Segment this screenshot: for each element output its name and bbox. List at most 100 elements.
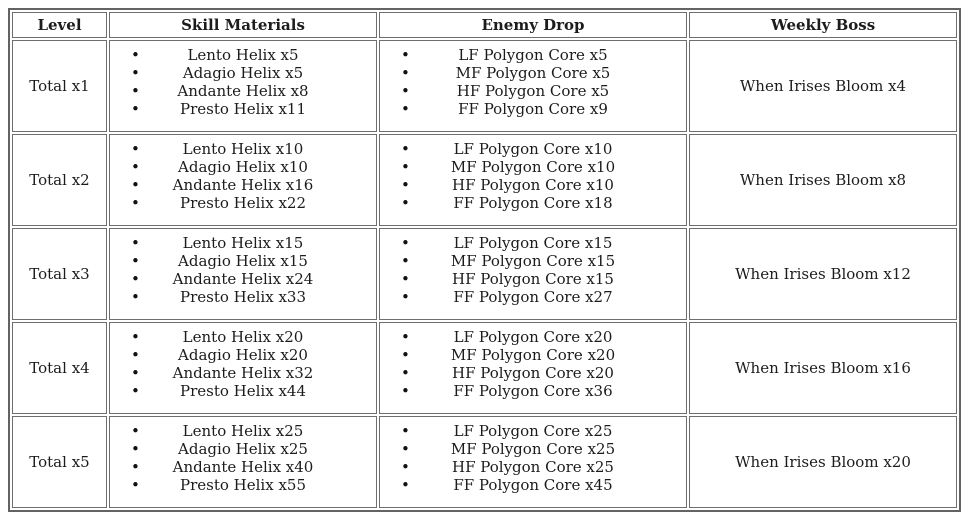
list-item-text: Andante Helix x8	[177, 82, 309, 100]
col-header-skill-materials: Skill Materials	[109, 12, 377, 38]
list-item-text: FF Polygon Core x18	[453, 194, 613, 212]
enemy-drop-list: • LF Polygon Core x15 • MF Polygon Core x1…	[381, 234, 685, 306]
skill-materials-cell: • Lento Helix x25 • Adagio Helix x25 • Anda…	[109, 416, 377, 508]
bullet-icon: •	[401, 140, 410, 158]
bullet-icon: •	[401, 194, 410, 212]
level-cell: Total x3	[12, 228, 107, 320]
list-item: • FF Polygon Core x27	[381, 288, 685, 306]
bullet-icon: •	[131, 158, 140, 176]
list-item-text: LF Polygon Core x25	[453, 422, 613, 440]
list-item-text: Lento Helix x20	[182, 328, 304, 346]
bullet-icon: •	[401, 64, 410, 82]
enemy-drop-list: • LF Polygon Core x20 • MF Polygon Core x2…	[381, 328, 685, 400]
list-item: • Adagio Helix x10	[111, 158, 375, 176]
list-item-text: LF Polygon Core x10	[453, 140, 613, 158]
list-item: • Adagio Helix x15	[111, 252, 375, 270]
list-item: • HF Polygon Core x5	[381, 82, 685, 100]
list-item-text: Lento Helix x5	[187, 46, 299, 64]
list-item-text: MF Polygon Core x25	[450, 440, 616, 458]
skill-materials-cell: • Lento Helix x10 • Adagio Helix x10 • Anda…	[109, 134, 377, 226]
list-item-text: MF Polygon Core x10	[450, 158, 616, 176]
table-row: Total x1 • Lento Helix x5 • Adagio Helix x…	[12, 40, 957, 132]
table-row: Total x4 • Lento Helix x20 • Adagio Helix …	[12, 322, 957, 414]
list-item: • LF Polygon Core x10	[381, 140, 685, 158]
bullet-icon: •	[401, 252, 410, 270]
skill-materials-list: • Lento Helix x25 • Adagio Helix x25 • Anda…	[111, 422, 375, 494]
list-item: • Presto Helix x55	[111, 476, 375, 494]
bullet-icon: •	[131, 140, 140, 158]
bullet-icon: •	[131, 176, 140, 194]
materials-table: Level Skill Materials Enemy Drop Weekly …	[8, 8, 961, 512]
header-row: Level Skill Materials Enemy Drop Weekly …	[12, 12, 957, 38]
bullet-icon: •	[131, 288, 140, 306]
col-header-weekly-boss: Weekly Boss	[689, 12, 957, 38]
bullet-icon: •	[401, 458, 410, 476]
list-item-text: FF Polygon Core x36	[453, 382, 613, 400]
list-item: • FF Polygon Core x9	[381, 100, 685, 118]
bullet-icon: •	[401, 440, 410, 458]
bullet-icon: •	[401, 234, 410, 252]
bullet-icon: •	[131, 458, 140, 476]
bullet-icon: •	[401, 422, 410, 440]
list-item: • MF Polygon Core x25	[381, 440, 685, 458]
list-item-text: Adagio Helix x5	[182, 64, 304, 82]
list-item-text: Presto Helix x44	[180, 382, 306, 400]
enemy-drop-list: • LF Polygon Core x10 • MF Polygon Core x1…	[381, 140, 685, 212]
skill-materials-list: • Lento Helix x15 • Adagio Helix x15 • Anda…	[111, 234, 375, 306]
list-item-text: FF Polygon Core x9	[458, 100, 608, 118]
weekly-boss-cell: When Irises Bloom x8	[689, 134, 957, 226]
list-item-text: Lento Helix x25	[182, 422, 304, 440]
list-item: • Adagio Helix x25	[111, 440, 375, 458]
list-item-text: Presto Helix x55	[180, 476, 306, 494]
level-cell: Total x5	[12, 416, 107, 508]
list-item: • HF Polygon Core x15	[381, 270, 685, 288]
list-item-text: Presto Helix x22	[180, 194, 306, 212]
list-item-text: MF Polygon Core x20	[450, 346, 616, 364]
list-item-text: HF Polygon Core x10	[452, 176, 614, 194]
weekly-boss-cell: When Irises Bloom x16	[689, 322, 957, 414]
bullet-icon: •	[131, 346, 140, 364]
enemy-drop-cell: • LF Polygon Core x10 • MF Polygon Core x1…	[379, 134, 687, 226]
weekly-boss-cell: When Irises Bloom x4	[689, 40, 957, 132]
list-item: • Andante Helix x8	[111, 82, 375, 100]
skill-materials-list: • Lento Helix x10 • Adagio Helix x10 • Anda…	[111, 140, 375, 212]
list-item-text: LF Polygon Core x15	[453, 234, 613, 252]
list-item: • Andante Helix x32	[111, 364, 375, 382]
list-item: • Lento Helix x20	[111, 328, 375, 346]
bullet-icon: •	[131, 82, 140, 100]
bullet-icon: •	[401, 82, 410, 100]
list-item: • Adagio Helix x5	[111, 64, 375, 82]
list-item: • FF Polygon Core x36	[381, 382, 685, 400]
bullet-icon: •	[131, 64, 140, 82]
enemy-drop-cell: • LF Polygon Core x5 • MF Polygon Core x5 …	[379, 40, 687, 132]
list-item-text: HF Polygon Core x15	[452, 270, 614, 288]
list-item: • Presto Helix x33	[111, 288, 375, 306]
weekly-boss-cell: When Irises Bloom x12	[689, 228, 957, 320]
bullet-icon: •	[131, 234, 140, 252]
list-item-text: LF Polygon Core x20	[453, 328, 613, 346]
list-item: • Lento Helix x25	[111, 422, 375, 440]
enemy-drop-list: • LF Polygon Core x5 • MF Polygon Core x5 …	[381, 46, 685, 118]
bullet-icon: •	[401, 176, 410, 194]
list-item-text: Presto Helix x11	[180, 100, 306, 118]
list-item-text: Lento Helix x15	[182, 234, 304, 252]
list-item: • Presto Helix x22	[111, 194, 375, 212]
list-item: • Presto Helix x11	[111, 100, 375, 118]
table-row: Total x5 • Lento Helix x25 • Adagio Helix …	[12, 416, 957, 508]
list-item: • Lento Helix x5	[111, 46, 375, 64]
enemy-drop-cell: • LF Polygon Core x15 • MF Polygon Core x1…	[379, 228, 687, 320]
bullet-icon: •	[401, 288, 410, 306]
bullet-icon: •	[401, 346, 410, 364]
list-item: • Andante Helix x24	[111, 270, 375, 288]
skill-materials-list: • Lento Helix x5 • Adagio Helix x5 • Andant…	[111, 46, 375, 118]
list-item-text: Adagio Helix x15	[178, 252, 308, 270]
list-item-text: HF Polygon Core x25	[452, 458, 614, 476]
list-item: • Lento Helix x10	[111, 140, 375, 158]
bullet-icon: •	[401, 382, 410, 400]
list-item-text: MF Polygon Core x15	[450, 252, 616, 270]
page: Level Skill Materials Enemy Drop Weekly …	[8, 8, 961, 512]
skill-materials-list: • Lento Helix x20 • Adagio Helix x20 • Anda…	[111, 328, 375, 400]
list-item-text: MF Polygon Core x5	[455, 64, 611, 82]
bullet-icon: •	[131, 422, 140, 440]
level-cell: Total x1	[12, 40, 107, 132]
